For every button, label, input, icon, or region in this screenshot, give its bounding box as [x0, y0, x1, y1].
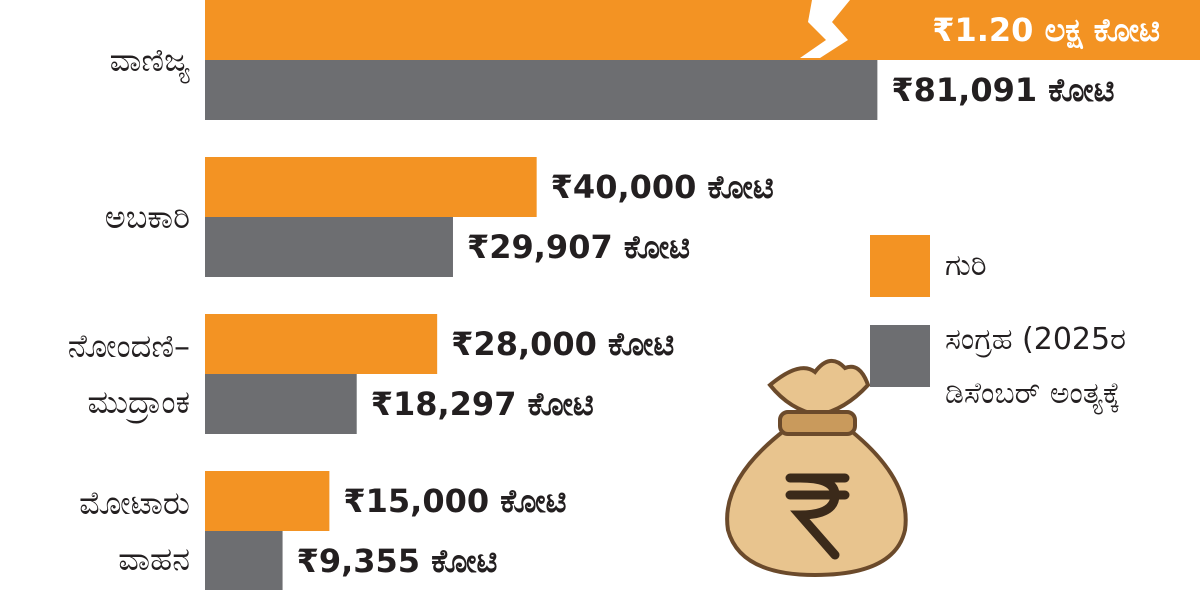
bar	[205, 0, 1200, 60]
legend-label: ಗುರಿ	[945, 248, 987, 283]
value-label: ₹1.20 ಲಕ್ಷ ಕೋಟಿ	[932, 11, 1160, 50]
bars: ₹1.20 ಲಕ್ಷ ಕೋಟಿ ₹81,091 ಕೋಟಿ ₹40,000 ಕೋಟಿ ₹…	[205, 0, 1200, 590]
value-label: ₹29,907 ಕೋಟಿ	[467, 228, 690, 266]
bar	[205, 217, 453, 277]
value-label: ₹81,091 ಕೋಟಿ	[891, 71, 1114, 109]
bar	[205, 471, 330, 531]
legend-swatch	[870, 235, 930, 297]
value-label: ₹18,297 ಕೋಟಿ	[371, 385, 594, 423]
bar	[205, 374, 357, 434]
axis-break	[800, 0, 850, 58]
value-label: ₹15,000 ಕೋಟಿ	[343, 482, 566, 520]
category-label: ಮೋಟಾರು ವಾಹನ	[79, 484, 190, 578]
value-label: ₹9,355 ಕೋಟಿ	[297, 542, 498, 580]
bar	[205, 157, 537, 217]
bar	[205, 314, 438, 374]
category-label: ನೋಂದಣಿ–ಮುದ್ರಾಂಕ	[67, 327, 190, 421]
bar	[205, 531, 283, 590]
category-label: ವಾಣಿಜ್ಯ	[109, 41, 190, 79]
value-label: ₹40,000 ಕೋಟಿ	[551, 168, 774, 206]
money-bag-icon	[725, 359, 908, 578]
legend-swatch	[870, 325, 930, 387]
category-label: ಅಬಕಾರಿ	[104, 198, 190, 236]
value-label: ₹28,000 ಕೋಟಿ	[451, 325, 674, 363]
bar	[205, 60, 878, 120]
legend-label: ಸಂಗ್ರಹ (2025ರ ಡಿಸೆಂಬರ್ ಅಂತ್ಯಕ್ಕೆ	[945, 322, 1126, 411]
